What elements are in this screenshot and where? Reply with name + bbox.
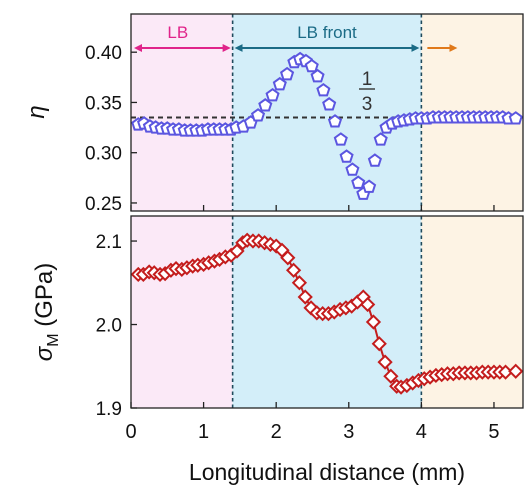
top-panel: LB LB front 1 3 0.25 0.30 0.35 0.40 η [23,13,524,215]
sigma-point [285,262,302,278]
sigma-point [229,243,245,259]
x-tick-label: 0 [125,421,136,443]
y-tick-label: 0.30 [85,144,122,165]
y-tick-label: 2.0 [96,316,122,337]
eta-point [280,66,295,81]
eta-point [362,179,377,193]
sigma-point [508,363,524,379]
eta-point [327,114,343,128]
x-tick-label: 3 [343,421,354,443]
region-label-lb-front: LB front [297,23,357,42]
x-tick-label: 2 [271,421,282,443]
sigma-point [280,250,296,266]
eta-point [272,76,287,91]
eta-point [508,111,523,125]
eta-point [333,132,348,146]
x-axis-label: Longitudinal distance (mm) [189,459,465,485]
panel-frame [130,13,524,212]
eta-point [322,97,337,111]
y-tick-label: 0.35 [85,93,122,114]
sigma-point [371,336,387,352]
eta-point [250,108,266,122]
sigma-point [365,314,382,330]
eta-point [339,149,354,163]
y-tick-label: 0.40 [85,43,122,64]
eta-point [258,98,273,112]
y-axis-label-sigma: σM (GPa) [31,263,62,362]
reference-label-denominator: 3 [362,94,373,115]
region-lb [131,216,233,408]
eta-point [265,87,280,102]
y-tick-label: 1.9 [96,399,122,420]
y-tick-label: 0.25 [85,194,122,215]
y-axis-label-sigma-group: σM (GPa) [31,263,62,362]
eta-point [367,153,382,167]
panel-frame [130,215,524,409]
bottom-panel: 1.9 2.0 2.1 0 1 2 3 4 5 Longitudinal distance (mm… [31,215,524,485]
reference-label-numerator: 1 [362,69,373,90]
eta-point [304,58,319,73]
eta-point [316,82,331,97]
region-label-lb: LB [167,23,188,42]
eta-point [373,132,388,146]
region-lb [131,14,233,211]
eta-point [345,162,360,176]
sigma-point [383,368,399,384]
sigma-point [360,296,376,313]
sigma-point [377,354,393,370]
eta-point [351,175,366,189]
x-tick-label: 5 [488,421,499,443]
x-tick-label: 1 [198,421,209,443]
sigma-point [291,275,308,291]
eta-point [310,68,325,83]
y-axis-label-eta: η [23,105,50,118]
x-tick-label: 4 [416,421,427,443]
sigma-point [297,289,313,305]
y-tick-label: 2.1 [96,232,122,253]
